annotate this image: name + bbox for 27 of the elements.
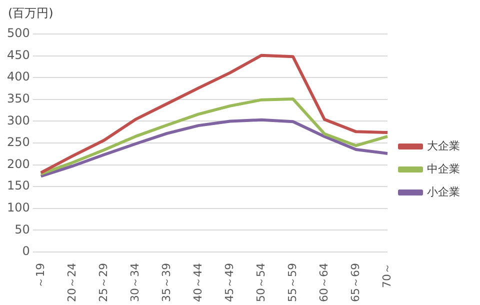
x-tick-label: 70～ <box>380 263 394 288</box>
y-tick-label: 250 <box>7 135 30 150</box>
x-tick-label: 30～34 <box>128 263 142 302</box>
x-tick-label: 65～69 <box>348 263 362 302</box>
y-tick-label: 300 <box>7 113 30 128</box>
y-tick-label: 100 <box>7 200 30 215</box>
x-tick-label: 20～24 <box>65 263 78 302</box>
y-tick-label: 0 <box>22 244 30 258</box>
x-tick-label: 45～49 <box>222 263 236 302</box>
legend-label: 中企業 <box>427 162 460 176</box>
x-tick-label: ～19 <box>34 263 47 288</box>
x-tick-label: 35～39 <box>160 263 173 302</box>
y-tick-label: 400 <box>7 70 30 84</box>
y-tick-label: 500 <box>7 26 30 40</box>
y-tick-label: 50 <box>14 222 30 236</box>
x-tick-label: 25～29 <box>96 263 110 302</box>
x-tick-label: 55～59 <box>286 263 299 302</box>
legend-label: 大企業 <box>427 139 460 152</box>
x-tick-label: 60～64 <box>317 263 330 302</box>
y-tick-label: 200 <box>7 156 30 171</box>
y-tick-label: 450 <box>7 48 30 62</box>
legend-label: 小企業 <box>427 185 460 198</box>
y-tick-label: 150 <box>7 178 30 193</box>
y-tick-label: 350 <box>7 92 30 106</box>
x-tick-label: 50～54 <box>254 263 268 302</box>
y-axis-title: (百万円) <box>8 6 54 20</box>
x-tick-label: 40～44 <box>191 263 204 302</box>
